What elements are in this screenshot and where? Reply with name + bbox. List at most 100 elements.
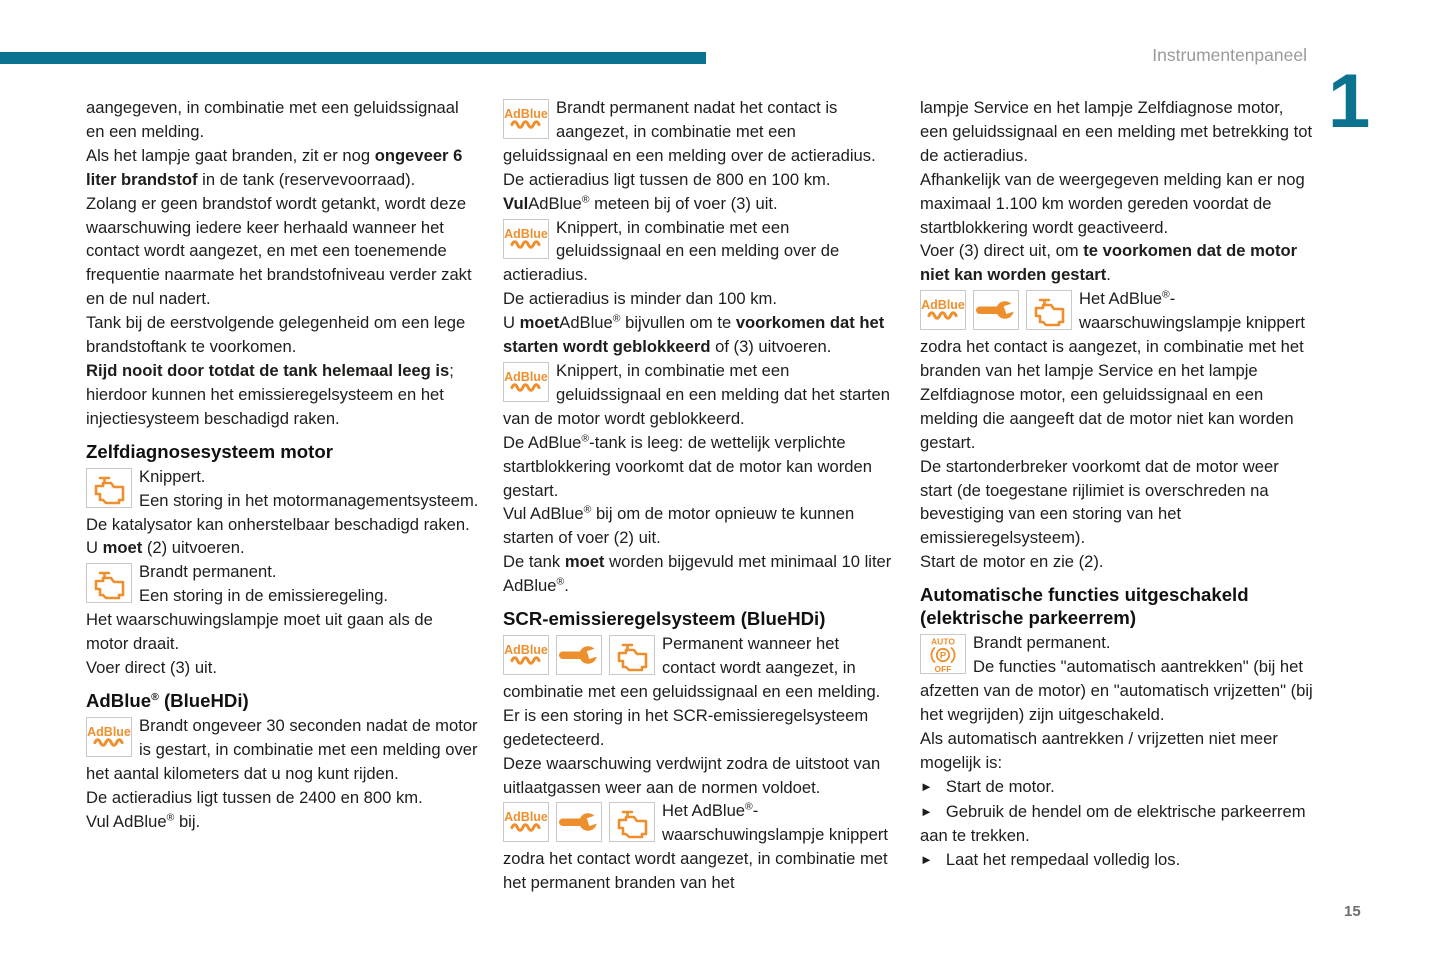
text-run: De AdBlue — [503, 432, 582, 452]
bold-text-run: Rijd nooit door totdat de tank helemaal … — [86, 360, 450, 380]
warning-light-entry: Knippert. Een storing in het motormanagem… — [86, 465, 479, 513]
text-run: Er is een storing in het SCR-emissierege… — [503, 705, 869, 749]
paragraph: Er is een storing in het SCR-emissierege… — [503, 704, 896, 752]
service-wrench-icon — [973, 290, 1019, 331]
text-run: (2) uitvoeren. — [142, 538, 245, 558]
text-run: Als het lampje gaat branden, zit er nog — [86, 145, 375, 165]
text-run: De actieradius ligt tussen de 800 en 100… — [503, 169, 831, 189]
text-run: Automatische functies uitgeschakeld (ele… — [920, 584, 1249, 629]
text-run: Knippert, in combinatie met een geluidss… — [503, 360, 890, 428]
svg-text:AdBlue: AdBlue — [504, 370, 548, 384]
text-run: Brandt permanent nadat het contact is aa… — [503, 98, 876, 165]
action-bullet: ► Start de motor. — [920, 775, 1314, 800]
text-run: bij. — [174, 811, 201, 831]
text-run: in de tank (reservevoorraad). — [197, 169, 416, 189]
adblue-icon: AdBlue — [503, 218, 549, 259]
text-run: -waarschuwingslampje knippert zodra het … — [920, 289, 1305, 452]
warning-light-entry: AdBlue Brandt permanent nadat het contac… — [503, 96, 896, 168]
text-run: . — [564, 576, 569, 596]
paragraph: Tank bij de eerstvolgende gelegenheid om… — [86, 311, 479, 359]
text-run: of (3) uitvoeren. — [710, 337, 832, 357]
warning-light-entry: AdBlue Het AdBlue®-waarschuwingslampje k… — [503, 799, 896, 895]
running-header: Instrumentenpaneel — [1152, 45, 1307, 65]
section-heading: Zelfdiagnosesysteem motor — [86, 440, 479, 463]
superscript-run: ® — [151, 690, 159, 703]
text-run: Brandt permanent. — [973, 633, 1111, 653]
text-run: Permanent wanneer het contact wordt aang… — [503, 634, 881, 701]
text-run: meteen bij of voer (3) uit. — [589, 193, 778, 213]
svg-text:OFF: OFF — [935, 664, 952, 673]
text-run: Start de motor en zie (2). — [920, 552, 1104, 572]
svg-text:AdBlue: AdBlue — [504, 227, 548, 241]
paragraph: Vul AdBlue® bij om de motor opnieuw te k… — [503, 502, 896, 550]
text-run: -tank is leeg: de wettelijk verplichte s… — [503, 432, 872, 500]
bold-text-run: moet — [102, 538, 143, 558]
warning-light-entry: AdBlue Brandt ongeveer 30 seconden nadat… — [86, 714, 479, 786]
paragraph: Het waarschuwingslampje moet uit gaan al… — [86, 608, 479, 656]
engine-icon — [609, 635, 655, 676]
engine-icon — [1026, 290, 1072, 331]
text-run: aangegeven, in combinatie met een geluid… — [86, 98, 459, 141]
bold-text-run: ongeveer 6 liter brandstof — [86, 145, 463, 189]
text-run: Brandt permanent. — [139, 562, 277, 582]
text-run: U — [86, 538, 103, 558]
section-heading: Automatische functies uitgeschakeld (ele… — [920, 583, 1314, 629]
text-column-middle: AdBlue Brandt permanent nadat het contac… — [503, 96, 896, 895]
svg-text:AdBlue: AdBlue — [504, 107, 548, 121]
text-run: Voer (3) direct uit, om — [920, 241, 1084, 261]
svg-text:AdBlue: AdBlue — [504, 643, 548, 657]
paragraph: VulAdBlue® meteen bij of voer (3) uit. — [503, 192, 896, 216]
paragraph: Voer direct (3) uit. — [86, 656, 479, 680]
parking-brake-auto-off-icon: AUTO OFF P — [920, 634, 966, 675]
text-run: Knippert, in combinatie met een geluidss… — [503, 217, 840, 285]
text-run: Een storing in het motormanagementsystee… — [139, 490, 479, 510]
text-run: Het AdBlue — [662, 801, 746, 821]
text-run: Vul AdBlue — [86, 811, 167, 831]
text-run: Knippert. — [139, 466, 206, 486]
chapter-number: 1 — [1328, 59, 1371, 144]
text-run: De actieradius is minder dan 100 km. — [503, 289, 777, 309]
text-run: Zelfdiagnosesysteem motor — [86, 440, 333, 462]
warning-light-entry: AdBlue Knippert, in combinatie met een g… — [503, 359, 896, 431]
bullet-arrow-icon: ► — [920, 778, 933, 794]
paragraph: Als het lampje gaat branden, zit er nog … — [86, 144, 479, 192]
superscript-run: ® — [581, 193, 590, 206]
text-run: Brandt ongeveer 30 seconden nadat de mot… — [86, 715, 478, 783]
paragraph: U moetAdBlue® bijvullen om te voorkomen … — [503, 311, 896, 359]
text-run: De actieradius ligt tussen de 2400 en 80… — [86, 787, 423, 807]
text-run: De katalysator kan onherstelbaar beschad… — [86, 514, 470, 534]
text-run: Deze waarschuwing verdwijnt zodra de uit… — [503, 753, 881, 797]
paragraph: Rijd nooit door totdat de tank helemaal … — [86, 359, 479, 431]
paragraph: De actieradius is minder dan 100 km. — [503, 287, 896, 311]
action-bullet: ► Gebruik de hendel om de elektrische par… — [920, 800, 1314, 849]
paragraph: Vul AdBlue® bij. — [86, 810, 479, 834]
text-run: Laat het rempedaal volledig los. — [945, 850, 1181, 870]
text-run: Start de motor. — [945, 776, 1055, 796]
paragraph: aangegeven, in combinatie met een geluid… — [86, 96, 479, 144]
text-run: Gebruik de hendel om de elektrische park… — [920, 801, 1306, 846]
paragraph: De katalysator kan onherstelbaar beschad… — [86, 513, 479, 537]
paragraph: De AdBlue®-tank is leeg: de wettelijk ve… — [503, 431, 896, 503]
bold-text-run: voorkomen dat het starten wordt geblokke… — [503, 313, 885, 357]
svg-text:AdBlue: AdBlue — [504, 810, 548, 824]
text-run: Het AdBlue — [1079, 289, 1163, 309]
text-run: De functies "automatisch aantrekken" (bi… — [920, 657, 1313, 724]
superscript-run: ® — [556, 575, 565, 588]
paragraph: De actieradius ligt tussen de 800 en 100… — [503, 168, 896, 192]
warning-light-entry: Brandt permanent. Een storing in de emiss… — [86, 560, 479, 608]
text-run: Voer direct (3) uit. — [86, 657, 217, 677]
adblue-icon: AdBlue — [503, 635, 549, 676]
text-run: De tank — [503, 552, 565, 572]
warning-light-entry: AdBlue Het AdBlue®-waarschuwingslampje k… — [920, 287, 1314, 454]
paragraph: De startonderbreker voorkomt dat de moto… — [920, 455, 1314, 551]
bold-text-run: moet — [564, 552, 605, 572]
text-run: AdBlue — [528, 193, 582, 213]
text-run: bij om de motor opnieuw te kunnen starte… — [503, 504, 855, 548]
text-column-left: aangegeven, in combinatie met een geluid… — [86, 96, 479, 833]
text-run: SCR-emissieregelsysteem (BlueHDi) — [503, 608, 826, 630]
text-run: . — [1106, 265, 1111, 285]
superscript-run: ® — [612, 312, 621, 325]
superscript-run: ® — [745, 800, 753, 813]
superscript-run: ® — [583, 503, 592, 516]
